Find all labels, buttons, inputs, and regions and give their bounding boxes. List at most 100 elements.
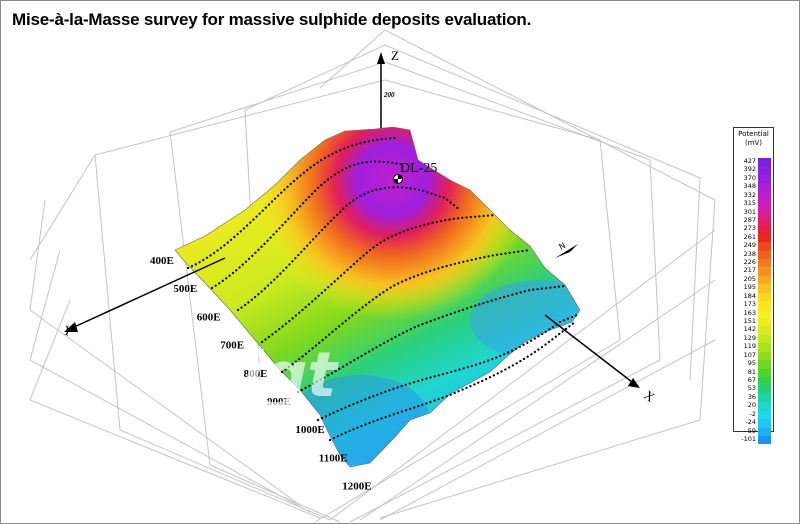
- colorbar-legend: Potential (mV) 427 392 370 348 332 315 301 287 2…: [733, 127, 774, 445]
- colorbar-row: 301: [736, 208, 771, 217]
- colorbar-value: 370: [743, 173, 756, 182]
- colorbar-title: Potential (mV): [738, 130, 769, 147]
- colorbar-row: 332: [736, 190, 771, 201]
- colorbar-row: 151: [736, 317, 771, 327]
- colorbar-value: -101: [741, 434, 756, 443]
- grid-line: [29, 154, 96, 261]
- colorbar-swatch: [758, 183, 771, 192]
- y-tick-label: 900E: [267, 396, 291, 408]
- y-tick-label: 800E: [244, 368, 268, 380]
- colorbar-row: -59: [736, 426, 771, 436]
- colorbar-value: 273: [743, 224, 756, 233]
- y-tick-label: 400E: [150, 255, 174, 267]
- colorbar-swatch: [758, 376, 771, 386]
- z-tick-label: 200: [383, 91, 395, 99]
- colorbar-swatch: [758, 216, 771, 226]
- colorbar-swatch: [758, 334, 771, 344]
- colorbar-swatch: [758, 410, 771, 420]
- colorbar-value: 119: [743, 342, 756, 351]
- grid-line: [314, 339, 621, 523]
- x-axis-label: X: [641, 387, 658, 405]
- colorbar-row: 217: [736, 266, 771, 276]
- colorbar-swatch: [758, 368, 771, 377]
- x-axis: X: [544, 314, 658, 405]
- y-tick-label: 1100E: [319, 452, 348, 464]
- colorbar-value: 20: [747, 401, 756, 410]
- colorbar-row: 95: [736, 359, 771, 369]
- colorbar-value: 226: [743, 258, 756, 267]
- grid-line: [689, 177, 701, 381]
- colorbar-swatch: [758, 343, 771, 352]
- grid-line: [29, 199, 46, 311]
- colorbar-swatch: [758, 191, 771, 201]
- colorbar-swatch: [758, 259, 771, 268]
- colorbar-swatch: [758, 385, 771, 394]
- y-tick-labels: 400E 500E 600E 700E 800E 900E 1000E 1100E 1200E: [150, 255, 372, 493]
- colorbar-value: -24: [745, 418, 756, 427]
- grid-line: [29, 249, 61, 361]
- grid-line: [29, 309, 301, 506]
- grid-line: [599, 139, 621, 341]
- colorbar-value: 205: [743, 274, 756, 283]
- igt-watermark: igt: [235, 339, 346, 411]
- borehole-label: DL-25: [400, 161, 437, 176]
- colorbar-row: 287: [736, 216, 771, 226]
- grid-box: [29, 29, 716, 523]
- grid-line: [329, 229, 716, 521]
- z-axis-label: Z: [391, 48, 399, 63]
- colorbar-row: 81: [736, 367, 771, 377]
- y-tick-label: 600E: [197, 311, 221, 323]
- colorbar-value: 427: [743, 157, 756, 165]
- colorbar-swatch: [758, 427, 771, 436]
- grid-line: [169, 131, 211, 466]
- colorbar-row: 107: [736, 350, 771, 361]
- north-arrow-icon: N: [555, 241, 578, 258]
- colorbar-value: 217: [743, 266, 756, 275]
- colorbar-row: 261: [736, 233, 771, 243]
- colorbar-value: 332: [743, 190, 756, 199]
- colorbar-swatch: [758, 402, 771, 411]
- colorbar-row: 142: [736, 325, 771, 335]
- colorbar-value: -59: [745, 426, 756, 435]
- grid-line: [29, 359, 311, 513]
- colorbar-swatch: [758, 435, 771, 445]
- colorbar-swatch: [758, 360, 771, 369]
- grid-line: [349, 359, 661, 523]
- colorbar-swatch: [758, 166, 771, 175]
- grid-line: [384, 79, 601, 141]
- colorbar-swatch: [758, 284, 771, 293]
- colorbar-rows: 427 392 370 348 332 315 301 287 273 261 249 238 226 2…: [736, 157, 771, 445]
- colorbar-swatch: [758, 301, 771, 310]
- colorbar-row: 184: [736, 291, 771, 302]
- colorbar-swatch: [758, 309, 771, 319]
- grid-line: [94, 154, 121, 431]
- grid-line: [319, 29, 386, 89]
- colorbar-value: 184: [743, 291, 756, 300]
- grid-line: [29, 399, 321, 519]
- colorbar-value: 81: [747, 367, 756, 376]
- colorbar-row: 249: [736, 241, 771, 251]
- grid-line: [94, 79, 386, 156]
- colorbar-value: 392: [743, 165, 756, 174]
- grid-line: [244, 44, 386, 111]
- colorbar-row: 392: [736, 165, 771, 175]
- colorbar-value: 163: [743, 308, 756, 317]
- colorbar-swatch: [758, 208, 771, 217]
- y-tick-label: 500E: [173, 283, 197, 295]
- colorbar-row: 173: [736, 300, 771, 310]
- grid-line: [169, 61, 386, 133]
- colorbar-swatch: [758, 200, 771, 209]
- colorbar-row: 67: [736, 376, 771, 386]
- grid-line: [649, 159, 661, 361]
- colorbar-row: 36: [736, 393, 771, 403]
- colorbar-swatch: [758, 419, 771, 428]
- borehole-marker: DL-25: [393, 161, 437, 184]
- colorbar-value: 53: [747, 384, 756, 393]
- colorbar-value: 249: [743, 241, 756, 250]
- colorbar-value: 95: [747, 359, 756, 368]
- colorbar-value: 238: [743, 249, 756, 258]
- colorbar-value: 107: [743, 350, 756, 359]
- colorbar-swatch: [758, 275, 771, 285]
- surface: [175, 127, 580, 467]
